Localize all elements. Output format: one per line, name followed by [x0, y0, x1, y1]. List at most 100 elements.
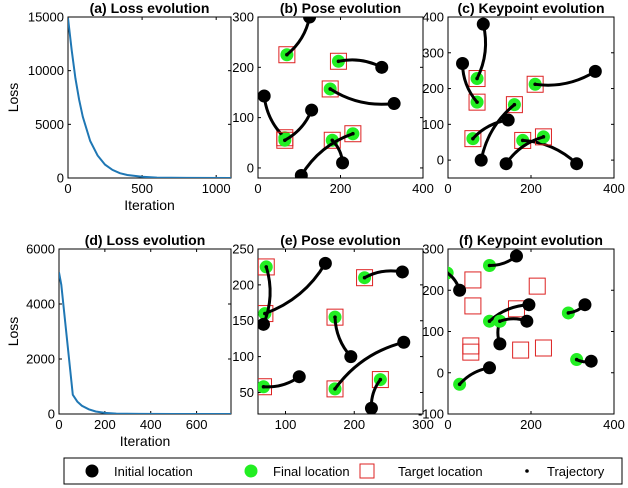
initial-marker	[588, 64, 602, 78]
x-tick-label: 600	[186, 417, 208, 432]
trajectory-line	[333, 317, 352, 358]
trajectory-endpoint	[330, 138, 335, 143]
y-tick-label: 100	[232, 110, 254, 125]
x-tick-label: 200	[343, 417, 365, 432]
initial-marker	[305, 103, 319, 117]
target-marker	[462, 343, 480, 361]
target-marker	[276, 131, 294, 149]
x-tick-label: 400	[603, 181, 625, 196]
y-tick-label: 200	[232, 277, 254, 292]
plot-content-3	[59, 272, 231, 414]
trajectory-endpoint	[566, 311, 571, 315]
trajectory-line	[263, 375, 301, 389]
y-tick-label: 400	[422, 10, 444, 25]
y-tick-label: 0	[57, 171, 64, 186]
y-tick-label: 0	[247, 160, 254, 175]
x-tick-label: 0	[64, 181, 71, 196]
y-tick-label: 0	[437, 365, 444, 380]
panel-2: 0 200 400 0 100 200 300 400 (c) Keypoint evoluti…	[422, 0, 625, 196]
x-tick-label: 300	[412, 417, 434, 432]
trajectory-endpoint	[475, 100, 479, 104]
panel-title: (d) Loss evolution	[85, 232, 206, 248]
trajectory-line	[499, 317, 528, 323]
plot-frame-0	[67, 16, 232, 179]
trajectory-line	[369, 378, 382, 409]
trajectory-endpoint	[471, 136, 475, 141]
x-tick-label: 0	[444, 181, 451, 196]
trajectory-endpoint	[333, 315, 337, 319]
plot-content-5	[448, 249, 598, 391]
y-tick-label: 150	[232, 313, 254, 328]
x-tick-label: 400	[140, 417, 162, 432]
y-tick-label: 300	[422, 45, 444, 60]
plot-frame-4	[257, 248, 424, 415]
x-tick-label: 200	[330, 181, 352, 196]
x-tick-label: 0	[55, 417, 62, 432]
target-marker	[371, 371, 389, 389]
initial-marker	[387, 97, 401, 111]
trajectory-endpoint	[448, 271, 449, 275]
y-tick-label: 100	[422, 324, 444, 339]
target-marker	[464, 297, 482, 315]
loss-curve	[68, 17, 231, 178]
trajectory-line	[285, 17, 312, 56]
panel-title: (a) Loss evolution	[90, 0, 210, 16]
x-tick-label: 0	[254, 181, 261, 196]
target-marker	[464, 271, 482, 289]
trajectory-endpoint	[336, 59, 341, 64]
target-marker	[464, 130, 482, 148]
trajectory-endpoint	[475, 76, 479, 81]
panel-4: 100 200 300 50 100 150 200 250 (e) Pose evolutio…	[232, 232, 434, 432]
trajectory-endpoint	[264, 265, 269, 269]
trajectory-endpoint	[378, 377, 383, 382]
x-tick-label: 400	[603, 417, 625, 432]
target-marker	[462, 337, 480, 355]
trajectory-line	[534, 70, 597, 87]
trajectory-endpoint	[574, 357, 579, 362]
plot-frame-5	[447, 248, 615, 415]
target-marker	[468, 70, 486, 88]
target-marker	[534, 128, 552, 146]
trajectory-line	[504, 135, 544, 165]
trajectory-endpoint	[333, 387, 337, 391]
trajectory-line	[488, 303, 529, 323]
x-tick-label: 1000	[202, 181, 231, 196]
target-marker	[344, 125, 362, 143]
x-tick-label: 500	[131, 181, 153, 196]
x-tick-label: 200	[520, 181, 542, 196]
trajectory-endpoint	[328, 87, 332, 91]
target-marker	[512, 341, 530, 359]
target-marker	[326, 380, 344, 398]
y-tick-label: 5000	[35, 117, 64, 132]
x-tick-label: 200	[520, 417, 542, 432]
y-tick-label: 200	[232, 60, 254, 75]
target-marker	[534, 339, 552, 357]
target-marker	[505, 96, 523, 114]
legend: Initial location Final location Target l…	[63, 457, 623, 485]
trajectory-line	[333, 340, 405, 390]
x-axis-label: Iteration	[124, 197, 175, 213]
y-tick-label: 300	[232, 10, 254, 25]
x-tick-label: 200	[94, 417, 116, 432]
panel-title: (b) Pose evolution	[280, 0, 401, 16]
legend-label-trajectory: Trajectory	[547, 464, 605, 479]
plot-content-1	[258, 17, 401, 178]
y-tick-label: 15000	[28, 10, 64, 25]
y-tick-label: 0	[48, 407, 55, 422]
trajectory-endpoint	[285, 52, 289, 57]
x-tick-label: 400	[412, 181, 434, 196]
y-tick-label: 200	[422, 283, 444, 298]
x-tick-label: 100	[275, 417, 297, 432]
legend-marker-target	[359, 463, 375, 479]
y-tick-label: 300	[422, 242, 444, 257]
trajectory-endpoint	[283, 138, 287, 143]
plot-frame-3	[58, 248, 232, 415]
panel-title: (e) Pose evolution	[280, 232, 401, 248]
trajectory-line	[338, 58, 383, 69]
x-tick-label: 0	[444, 417, 451, 432]
y-tick-label: -100	[418, 407, 444, 422]
trajectory-endpoint	[487, 319, 492, 323]
trajectory-endpoint	[541, 135, 546, 139]
